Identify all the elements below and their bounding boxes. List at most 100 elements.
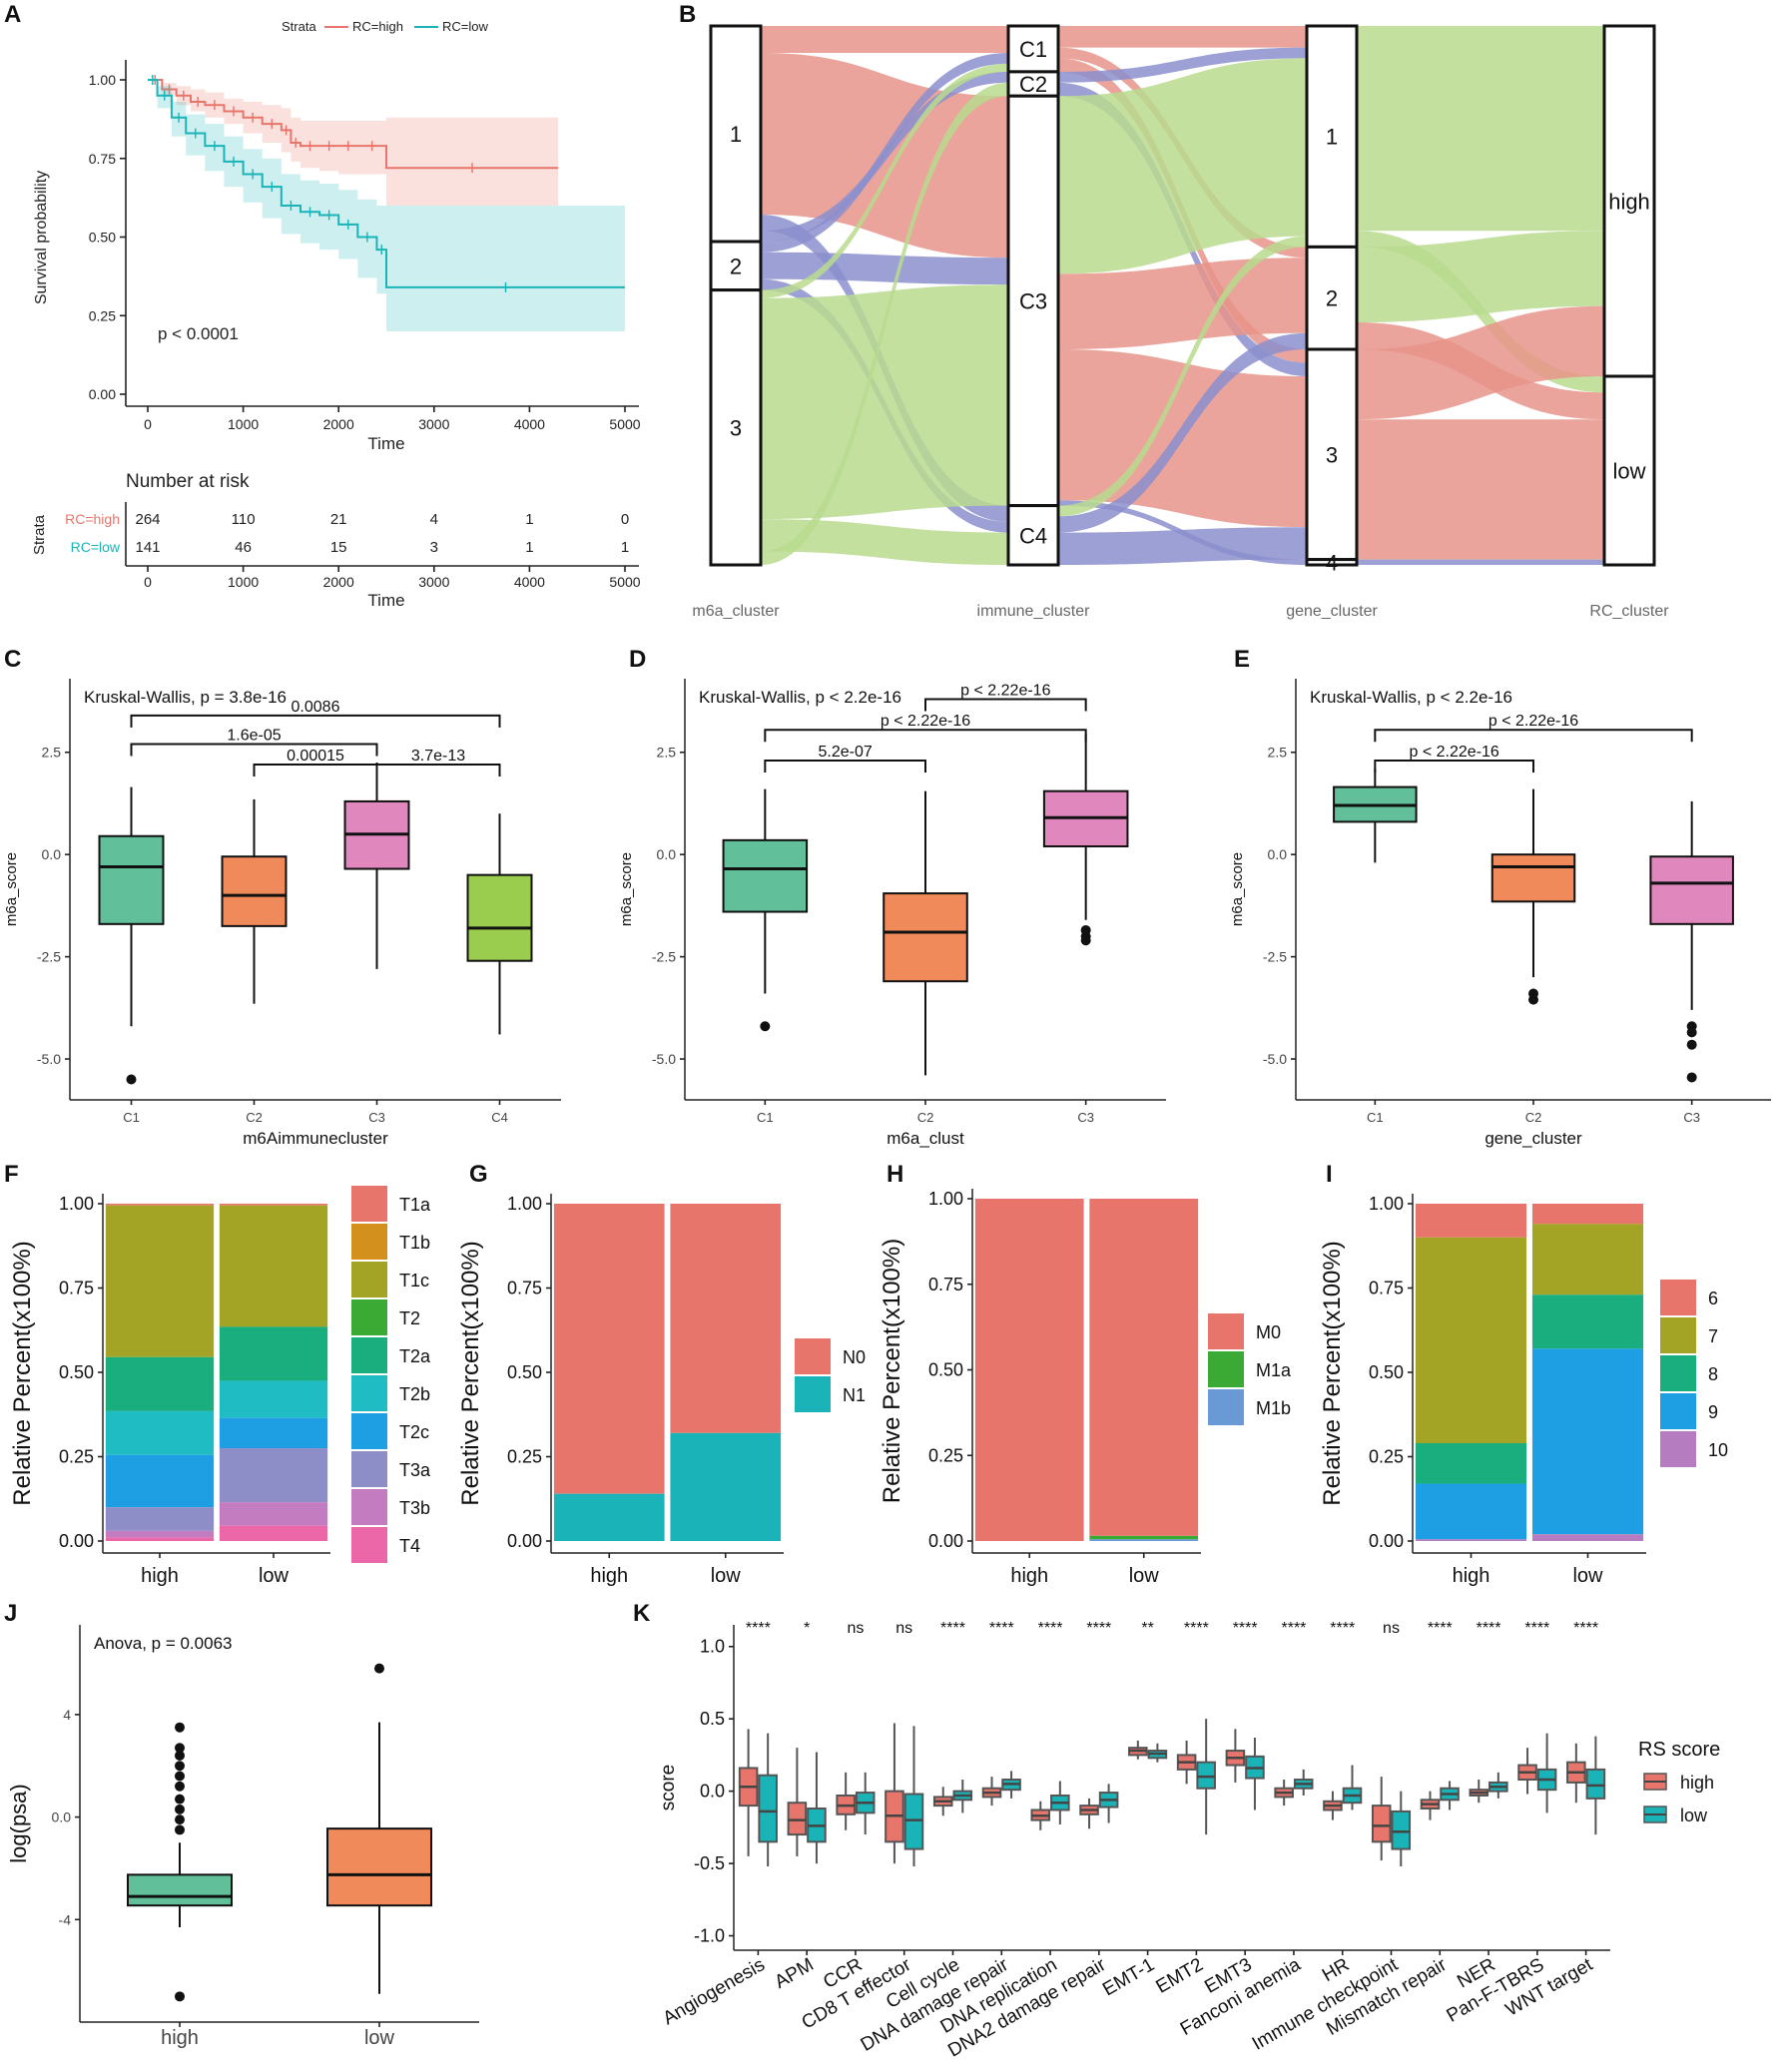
x-category-label: EMT-1: [1099, 1954, 1158, 2000]
stat-test-title: Kruskal-Wallis, p = 3.8e-16: [84, 688, 287, 707]
risk-count: 141: [135, 539, 160, 556]
sankey-flow: [1058, 236, 1307, 517]
y-tick-label: 0.50: [89, 230, 116, 246]
box-low: [807, 1752, 827, 1864]
panel-j-boxplot: Anova, p = 0.0063 4 0.0 -4 high low log(psa): [6, 1625, 479, 2049]
outlier-point: [175, 1761, 185, 1772]
legend-label: T2c: [399, 1422, 429, 1442]
outlier-point: [175, 1771, 185, 1782]
sankey-flow: [1058, 47, 1307, 83]
significance-label: ****: [1477, 1620, 1501, 1637]
x-tick-label: low: [364, 2027, 395, 2049]
box-C2: [221, 798, 288, 1004]
stack-segment-N1: [670, 1432, 782, 1541]
stack-segment-M0: [974, 1199, 1084, 1541]
box-body: [326, 1827, 432, 1907]
bracket-label: 0.00015: [287, 748, 344, 765]
significance-bracket: p < 2.22e-16: [1374, 713, 1693, 743]
box-body: [1371, 1805, 1392, 1843]
y-tick-label: 0.75: [89, 151, 116, 167]
box-C3: [343, 762, 410, 969]
box-body: [1490, 853, 1576, 903]
y-tick-label: 0.75: [59, 1279, 94, 1298]
significance-label: ****: [1281, 1620, 1306, 1637]
sankey-node-label: 3: [1326, 442, 1338, 467]
legend-swatch: [795, 1338, 831, 1374]
legend-label-low: RC=low: [442, 19, 488, 34]
panel-letter-C: C: [4, 646, 21, 673]
stack-segment-9: [1415, 1483, 1527, 1540]
x-tick-label: C2: [246, 1110, 263, 1125]
stack-segment-T1c: [105, 1205, 215, 1357]
p-value-annotation: p < 0.0001: [158, 324, 239, 343]
box-low: [1245, 1738, 1265, 1811]
legend-label-high: RC=high: [352, 19, 403, 34]
box-body: [127, 1873, 233, 1907]
y-tick-label: 0.0: [657, 846, 677, 862]
box-body: [722, 838, 809, 913]
bracket-label: 0.0086: [292, 699, 340, 716]
y-axis-label: m6a_score: [618, 852, 635, 926]
stack-segment-7: [1531, 1224, 1644, 1295]
y-tick-label: 1.00: [1369, 1194, 1404, 1214]
panel-letter-F: F: [4, 1161, 19, 1188]
legend-label: N0: [843, 1347, 866, 1367]
significance-label: ****: [1330, 1620, 1355, 1637]
box-high: [1371, 1777, 1392, 1861]
y-tick-label: 0.0: [1268, 846, 1288, 862]
outlier-point: [126, 1074, 137, 1085]
risk-count: 110: [232, 511, 256, 528]
risk-count: 1: [621, 539, 629, 556]
legend-label: T1b: [399, 1233, 430, 1253]
risk-count: 46: [235, 539, 252, 556]
risk-x-tick-label: 0: [144, 574, 152, 590]
legend-swatch: [351, 1489, 387, 1525]
box-high: [1566, 1743, 1586, 1804]
sankey-flow: [761, 53, 1008, 253]
box-high: [836, 1772, 856, 1830]
legend-label: T1a: [399, 1195, 431, 1215]
stack-segment-N0: [670, 1204, 782, 1433]
bracket-line: [1374, 729, 1693, 743]
x-tick-label: high: [161, 2027, 199, 2049]
risk-count: 3: [430, 539, 438, 556]
box-low: [1293, 1769, 1314, 1796]
legend-swatch: [1660, 1393, 1696, 1429]
box-C2: [1490, 788, 1576, 1005]
significance-label: ****: [1233, 1620, 1258, 1637]
legend-label: 6: [1708, 1289, 1718, 1308]
box-body: [787, 1802, 808, 1836]
bracket-label: p < 2.22e-16: [881, 713, 970, 730]
y-tick-label: -0.5: [694, 1853, 725, 1873]
panel-letter-I: I: [1326, 1161, 1333, 1188]
risk-table-title: Number at risk: [126, 471, 250, 492]
stack-segment-T3b: [105, 1530, 215, 1538]
sankey-flow: [761, 82, 1008, 565]
risk-count: 1: [525, 511, 533, 528]
significance-label: ****: [1428, 1620, 1453, 1637]
stack-segment-7: [1415, 1237, 1527, 1443]
x-axis-label: m6a_clust: [887, 1129, 964, 1148]
bracket-label: 5.2e-07: [819, 744, 873, 761]
bracket-label: 1.6e-05: [227, 728, 281, 745]
box-low: [1196, 1719, 1216, 1835]
legend-title: RS score: [1638, 1739, 1720, 1761]
x-axis-label: gene_cluster: [1484, 1129, 1582, 1148]
x-tick-label: C1: [757, 1110, 774, 1125]
box-high: [127, 1722, 233, 2002]
outlier-point: [1686, 1072, 1697, 1083]
sankey-node-label: C1: [1019, 37, 1047, 62]
box-C1: [98, 786, 165, 1085]
y-tick-label: 0.00: [89, 386, 116, 402]
risk-count: 21: [330, 511, 347, 528]
y-tick-label: -2.5: [1263, 949, 1287, 965]
stack-segment-6: [1415, 1204, 1527, 1238]
y-tick-label: 0.50: [59, 1362, 94, 1382]
sankey-node-label: C2: [1019, 72, 1047, 97]
box-C1: [722, 788, 809, 1032]
legend-swatch: [1208, 1351, 1244, 1387]
sankey-node-label: 1: [1326, 125, 1338, 150]
legend-swatch: [351, 1527, 387, 1563]
panel-letter-H: H: [887, 1161, 903, 1188]
